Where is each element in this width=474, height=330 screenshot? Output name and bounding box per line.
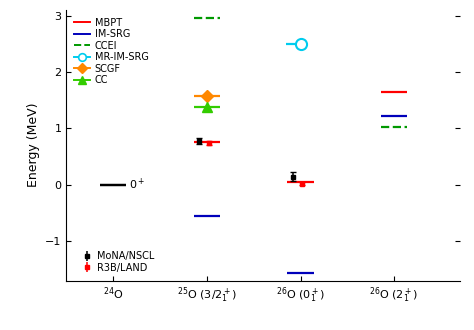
Y-axis label: Energy (MeV): Energy (MeV)	[27, 103, 39, 187]
Text: 0$^+$: 0$^+$	[129, 177, 146, 192]
Legend: MoNA/NSCL, R3B/LAND: MoNA/NSCL, R3B/LAND	[79, 248, 157, 276]
